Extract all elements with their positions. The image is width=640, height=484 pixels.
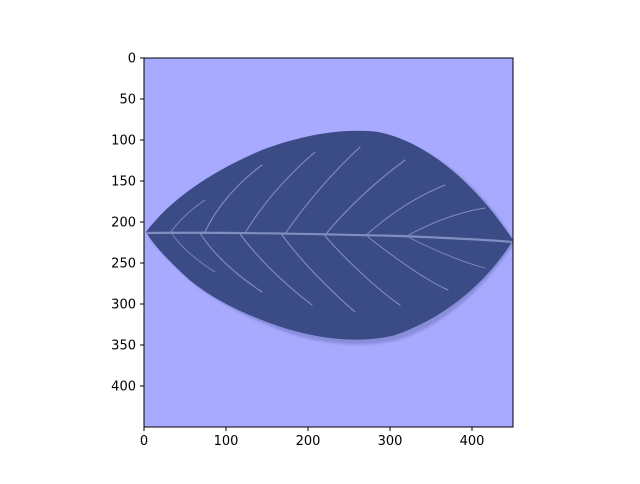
y-tick-label: 400 xyxy=(111,380,136,395)
y-tick-label: 250 xyxy=(111,257,136,272)
x-axis: 0 100 200 300 400 xyxy=(140,427,485,449)
axes-frame xyxy=(143,57,514,428)
x-tick-label: 0 xyxy=(140,434,148,449)
y-tick-label: 200 xyxy=(111,216,136,231)
x-tick-label: 200 xyxy=(296,434,321,449)
y-tick-label: 150 xyxy=(111,175,136,190)
leaf-image xyxy=(146,130,513,345)
y-tick-label: 0 xyxy=(128,52,136,67)
y-tick-label: 350 xyxy=(111,339,136,354)
y-tick-label: 100 xyxy=(111,134,136,149)
x-tick-label: 300 xyxy=(378,434,403,449)
y-tick-label: 300 xyxy=(111,298,136,313)
x-tick-label: 100 xyxy=(214,434,239,449)
y-axis: 0 50 100 150 200 250 300 350 400 xyxy=(111,52,144,395)
y-tick-label: 50 xyxy=(119,93,136,108)
leaf-veins xyxy=(146,146,513,313)
x-tick-label: 400 xyxy=(460,434,485,449)
